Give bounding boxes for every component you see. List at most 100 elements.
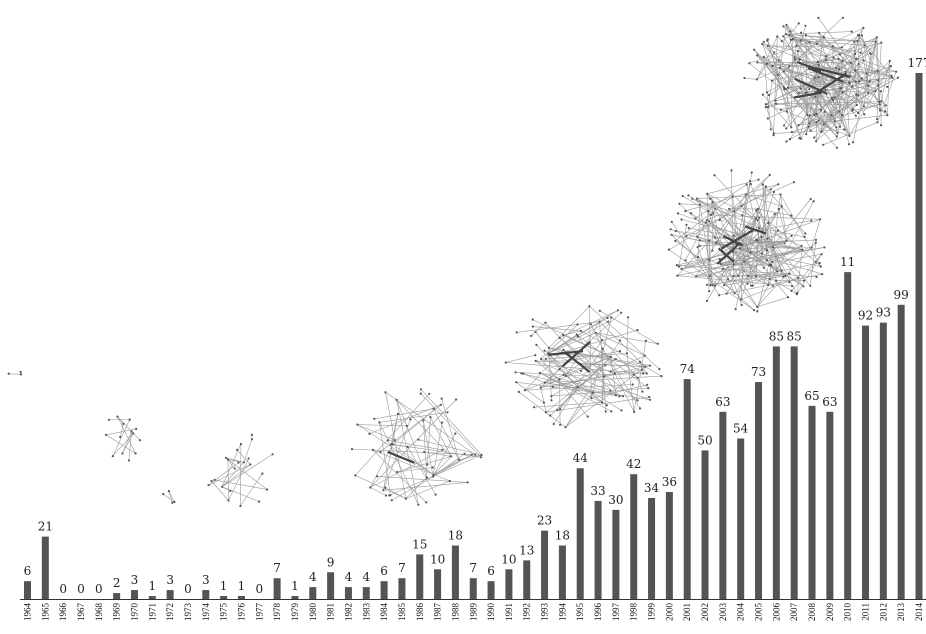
bar-1978: [273, 578, 281, 599]
bar-2012: [879, 322, 887, 599]
value-label-1997: 30: [608, 493, 623, 507]
bar-1993: [541, 530, 549, 599]
x-tick-label-1982: 1982: [343, 603, 353, 621]
value-label-1971: 1: [148, 579, 156, 593]
bar-2007: [790, 346, 798, 599]
x-tick-label-1991: 1991: [504, 603, 514, 621]
x-tick-label-1994: 1994: [557, 603, 567, 622]
x-tick-label-1979: 1979: [290, 603, 300, 622]
value-label-1964: 6: [24, 564, 32, 578]
value-label-1994: 18: [555, 529, 570, 543]
x-tick-label-2011: 2011: [861, 603, 871, 621]
bar-1964: [24, 581, 31, 599]
bar-1997: [612, 509, 620, 599]
bar-1988: [451, 545, 459, 599]
bar-1995: [576, 468, 584, 599]
x-tick-labels-group: 1964 1965 1966 1967 1968 1969 1970 1971 1972 1973…: [23, 603, 925, 622]
x-tick-label-1978: 1978: [272, 603, 282, 622]
value-label-2006: 85: [769, 329, 784, 343]
value-label-2005: 73: [751, 365, 766, 379]
bar-2003: [719, 411, 727, 599]
x-tick-label-1986: 1986: [415, 603, 425, 622]
x-tick-label-2008: 2008: [807, 603, 817, 622]
value-label-1974: 3: [202, 573, 210, 587]
bar-2011: [862, 325, 870, 599]
x-tick-label-1968: 1968: [94, 603, 104, 622]
value-label-1983: 4: [362, 570, 370, 584]
network-snapshot-4: [350, 388, 483, 506]
network-snapshot-7: [743, 16, 900, 149]
x-tick-label-2006: 2006: [771, 603, 781, 622]
bar-1992: [523, 560, 531, 599]
bar-1969: [113, 593, 121, 599]
x-tick-label-1970: 1970: [129, 603, 139, 622]
bar-1991: [505, 569, 513, 599]
network-snapshots: [7, 16, 900, 508]
x-tick-label-1993: 1993: [540, 603, 550, 622]
bars-group: [24, 73, 923, 599]
bar-1999: [648, 497, 656, 599]
bar-2014: [915, 73, 923, 599]
x-tick-label-1995: 1995: [575, 603, 585, 622]
bar-1975: [220, 596, 228, 599]
value-label-1996: 33: [590, 484, 605, 498]
value-label-1985: 7: [398, 561, 406, 575]
x-tick-label-1989: 1989: [468, 603, 478, 622]
x-tick-label-2007: 2007: [789, 603, 799, 622]
value-label-1999: 34: [644, 481, 660, 495]
value-label-1973: 0: [184, 582, 192, 596]
bar-2002: [701, 450, 709, 599]
value-label-1967: 0: [77, 582, 85, 596]
value-label-1993: 23: [537, 514, 552, 528]
value-label-1969: 2: [113, 576, 121, 590]
network-snapshot-6: [667, 169, 826, 313]
bar-1970: [130, 590, 138, 599]
bar-1974: [202, 590, 210, 599]
bar-2013: [897, 304, 905, 599]
x-tick-label-1998: 1998: [629, 603, 639, 622]
bar-1987: [434, 569, 442, 599]
value-label-1982: 4: [345, 570, 353, 584]
x-tick-label-1965: 1965: [40, 603, 50, 622]
x-tick-label-2004: 2004: [736, 603, 746, 622]
value-label-2009: 63: [822, 395, 837, 409]
x-tick-label-2001: 2001: [682, 603, 692, 621]
bar-2000: [665, 492, 673, 599]
bar-1982: [344, 587, 352, 599]
bar-1984: [380, 581, 388, 599]
bar-1990: [487, 581, 495, 599]
bar-2009: [826, 411, 834, 599]
x-tick-label-2013: 2013: [896, 603, 906, 622]
network-snapshot-1: [7, 370, 23, 376]
x-tick-label-2003: 2003: [718, 603, 728, 622]
value-label-1965: 21: [38, 520, 53, 534]
x-tick-label-1977: 1977: [254, 603, 264, 622]
bar-1986: [416, 554, 424, 599]
x-tick-label-1996: 1996: [593, 603, 603, 622]
value-label-1995: 44: [573, 451, 589, 465]
value-label-1987: 10: [430, 552, 445, 566]
value-label-2000: 36: [662, 475, 677, 489]
value-label-1990: 6: [487, 564, 495, 578]
x-tick-label-1974: 1974: [201, 603, 211, 622]
value-label-1970: 3: [131, 573, 139, 587]
bar-2008: [808, 405, 816, 599]
x-tick-label-2009: 2009: [825, 603, 835, 622]
value-label-1979: 1: [291, 579, 299, 593]
value-label-2012: 93: [876, 306, 891, 320]
x-tick-label-1985: 1985: [397, 603, 407, 622]
value-label-1972: 3: [166, 573, 174, 587]
value-label-1975: 1: [220, 579, 228, 593]
value-label-2013: 99: [894, 288, 909, 302]
bar-2006: [772, 346, 780, 599]
x-tick-label-1992: 1992: [522, 603, 532, 621]
bar-2004: [737, 438, 745, 599]
value-label-1980: 4: [309, 570, 317, 584]
x-tick-label-1999: 1999: [647, 603, 657, 622]
x-tick-label-1983: 1983: [361, 603, 371, 622]
x-tick-label-1964: 1964: [23, 603, 33, 622]
x-tick-label-1988: 1988: [450, 603, 460, 622]
x-tick-label-2010: 2010: [843, 603, 853, 622]
